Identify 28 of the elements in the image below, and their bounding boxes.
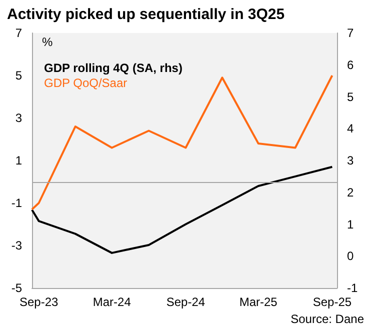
- y2-tick-label: 0: [347, 249, 354, 264]
- y-tick-label: 3: [15, 111, 22, 125]
- y-tick-label: -5: [11, 281, 22, 295]
- y2-tick-label: 1: [347, 217, 354, 232]
- y2-tick-label: 6: [347, 58, 354, 72]
- y2-tick-label: 2: [347, 185, 354, 200]
- chart-title: Activity picked up sequentially in 3Q25: [7, 6, 285, 23]
- x-tick-label: Mar-24: [92, 295, 132, 309]
- y-tick-label: 5: [15, 68, 22, 82]
- y-axis-title: %: [42, 35, 53, 49]
- y2-tick-label: 5: [347, 90, 354, 104]
- y-tick-label: -3: [11, 238, 22, 252]
- x-tick-label: Sep-23: [19, 295, 58, 309]
- x-tick-label: Sep-24: [166, 295, 206, 309]
- x-tick-label: Mar-25: [239, 295, 278, 309]
- x-tick-label: Sep-25: [312, 295, 352, 309]
- y2-tick-label: -1: [347, 281, 358, 295]
- y-tick-label: 7: [15, 26, 22, 40]
- text: GDP QoQ/Saar: [44, 76, 128, 90]
- y-tick-label: -1: [11, 196, 22, 210]
- y-tick-label: 1: [15, 154, 22, 168]
- y2-tick-label: 7: [347, 26, 354, 40]
- text: GDP rolling 4Q (SA, rhs): [44, 61, 182, 75]
- line-series: [31, 74, 334, 210]
- line-series: [31, 166, 334, 254]
- y2-tick-label: 4: [347, 122, 354, 136]
- source-note: Source: Dane: [290, 312, 364, 326]
- y2-tick-label: 3: [347, 154, 354, 168]
